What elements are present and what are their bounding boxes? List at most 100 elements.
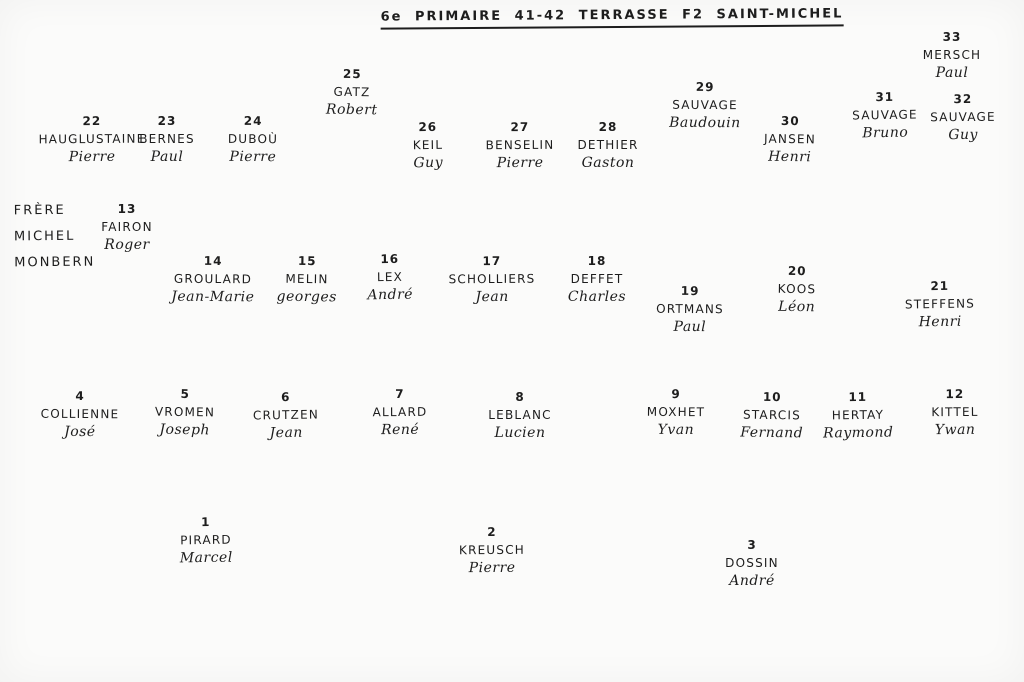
person-firstname: Yvan	[657, 421, 695, 439]
person-firstname: Roger	[104, 237, 150, 253]
person-entry: 2 KREUSCH Pierre	[459, 523, 525, 577]
person-firstname: Pierre	[496, 154, 544, 172]
person-entry: 24 DUBOÙ Pierre	[228, 112, 279, 166]
person-entry: 30 JANSEN Henri	[764, 112, 817, 167]
person-entry: 32 SAUVAGE Guy	[930, 90, 996, 144]
person-entry: 13 FAIRON Roger	[101, 200, 153, 254]
person-surname: ORTMANS	[656, 301, 724, 317]
person-number: 30	[780, 113, 800, 129]
person-firstname: Jean	[475, 288, 509, 306]
person-number: 15	[297, 253, 317, 269]
person-surname: STEFFENS	[904, 296, 976, 312]
frere-line-2: MICHEL	[13, 228, 76, 245]
person-number: 18	[587, 254, 607, 268]
person-surname: MOXHET	[646, 404, 706, 420]
person-firstname: Gaston	[581, 155, 635, 171]
person-entry: 16 LEX André	[367, 250, 413, 305]
person-surname: ALLARD	[372, 404, 428, 420]
person-number: 24	[243, 113, 263, 129]
person-number: 10	[762, 389, 782, 405]
person-number: 29	[695, 79, 715, 95]
person-surname: BERNES	[139, 132, 195, 146]
person-firstname: Ywan	[934, 421, 976, 439]
person-surname: BENSELIN	[485, 137, 555, 153]
person-firstname: Jean-Marie	[171, 288, 255, 306]
person-number: 25	[342, 66, 362, 82]
person-firstname: Fernand	[740, 424, 804, 442]
person-entry: 8 LEBLANC Lucien	[488, 388, 551, 442]
frere-line-1: FRÈRE	[13, 202, 66, 219]
person-firstname: Marcel	[179, 549, 233, 567]
person-firstname: Robert	[325, 101, 378, 119]
person-number: 2	[487, 524, 497, 540]
person-surname: KEIL	[412, 137, 444, 153]
person-number: 1	[200, 514, 211, 530]
person-surname: MERSCH	[922, 48, 982, 62]
frere-michel-block: FRÈRE MICHEL MONBERN	[14, 198, 96, 277]
person-number: 11	[848, 389, 868, 405]
person-number: 26	[418, 119, 438, 135]
person-firstname: Raymond	[822, 424, 894, 442]
person-entry: 19 ORTMANS Paul	[656, 282, 724, 336]
person-surname: CRUTZEN	[252, 407, 320, 423]
person-firstname: Guy	[413, 154, 444, 172]
person-entry: 33 MERSCH Paul	[923, 28, 982, 82]
person-entry: 25 GATZ Robert	[326, 65, 378, 120]
person-number: 32	[953, 91, 973, 107]
person-entry: 5 VROMEN Joseph	[155, 385, 216, 440]
person-entry: 31 SAUVAGE Bruno	[852, 88, 918, 143]
person-entry: 21 STEFFENS Henri	[905, 277, 976, 332]
person-entry: 7 ALLARD René	[372, 385, 428, 439]
person-firstname: Pierre	[229, 148, 277, 166]
person-surname: SAUVAGE	[672, 97, 738, 113]
person-number: 23	[157, 114, 177, 128]
person-surname: HERTAY	[831, 407, 885, 423]
person-number: 12	[945, 386, 965, 402]
person-surname: MELIN	[285, 271, 329, 287]
person-firstname: Pierre	[68, 148, 116, 166]
person-firstname: Henri	[768, 148, 812, 166]
person-number: 28	[598, 120, 618, 134]
person-entry: 6 CRUTZEN Jean	[253, 388, 320, 443]
person-entry: 14 GROULARD Jean-Marie	[171, 252, 255, 307]
person-firstname: Henri	[918, 313, 962, 331]
person-firstname: Paul	[673, 318, 707, 336]
person-firstname: Lucien	[494, 425, 546, 441]
person-firstname: georges	[276, 288, 338, 306]
person-surname: SAUVAGE	[852, 107, 918, 123]
person-entry: 9 MOXHET Yvan	[647, 385, 706, 439]
person-number: 8	[515, 390, 525, 404]
person-entry: 28 DETHIER Gaston	[577, 118, 638, 172]
person-number: 6	[280, 389, 291, 405]
person-number: 20	[787, 263, 807, 279]
person-surname: GROULARD	[173, 271, 253, 287]
person-firstname: René	[380, 421, 420, 439]
person-surname: HAUGLUSTAINE	[38, 131, 146, 147]
person-firstname: Jean	[269, 424, 303, 442]
person-entry: 1 PIRARD Marcel	[179, 513, 233, 568]
person-number: 17	[482, 253, 502, 269]
person-firstname: André	[367, 286, 414, 304]
person-firstname: André	[729, 573, 775, 589]
person-firstname: Léon	[778, 298, 816, 316]
person-surname: JANSEN	[763, 131, 817, 147]
person-firstname: Pierre	[468, 559, 516, 577]
person-number: 7	[395, 386, 405, 402]
person-surname: STARCIS	[742, 407, 802, 423]
person-surname: KITTEL	[931, 404, 979, 420]
person-number: 27	[510, 119, 530, 135]
page-title: 6e PRIMAIRE 41-42 TERRASSE F2 SAINT-MICH…	[380, 6, 844, 30]
person-surname: SAUVAGE	[930, 109, 996, 125]
person-number: 21	[930, 278, 950, 294]
person-surname: KREUSCH	[458, 542, 526, 558]
person-entry: 27 BENSELIN Pierre	[485, 118, 555, 172]
frere-line-3: MONBERN	[14, 254, 96, 271]
person-surname: KOOS	[777, 281, 817, 297]
person-surname: DEFFET	[570, 272, 624, 286]
person-surname: SCHOLLIERS	[448, 271, 536, 287]
person-firstname: Bruno	[862, 124, 909, 142]
person-entry: 17 SCHOLLIERS Jean	[448, 252, 535, 307]
person-firstname: José	[64, 423, 96, 441]
person-entry: 12 KITTEL Ywan	[931, 385, 979, 439]
person-number: 33	[942, 30, 962, 44]
